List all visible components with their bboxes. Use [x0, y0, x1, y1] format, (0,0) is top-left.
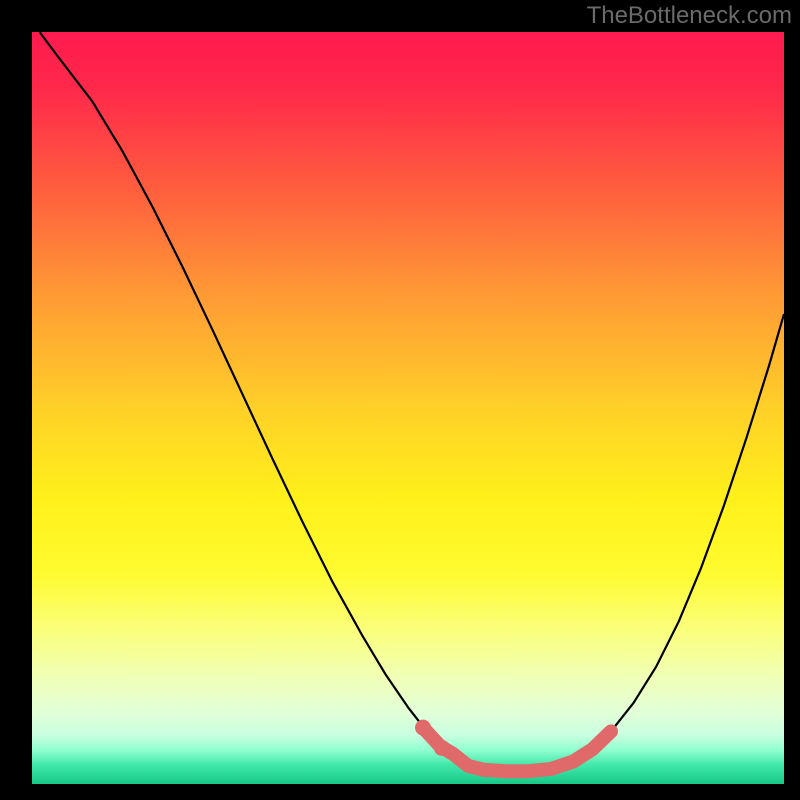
highlight-dot [415, 720, 431, 736]
highlight-dot [434, 740, 450, 756]
chart-plot-bg [32, 32, 784, 784]
chart-svg [0, 0, 800, 800]
bottleneck-chart: TheBottleneck.com [0, 0, 800, 800]
